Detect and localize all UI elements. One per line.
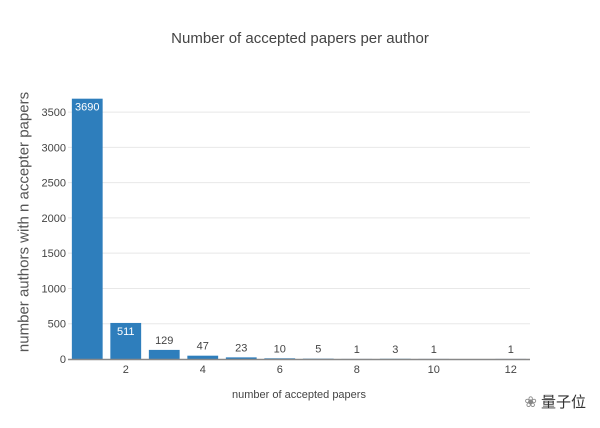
x-tick-label: 2 — [123, 364, 129, 376]
bar — [264, 358, 296, 359]
watermark: ❀ 量子位 — [524, 391, 586, 412]
y-tick-label: 0 — [60, 354, 66, 366]
data-label: 1 — [354, 344, 360, 356]
bar — [148, 349, 180, 359]
y-tick-label: 2500 — [42, 178, 66, 190]
bar — [110, 322, 142, 359]
y-tick-label: 1500 — [42, 248, 66, 260]
bar — [225, 357, 257, 359]
x-tick-label: 8 — [354, 364, 360, 376]
y-tick-label: 3000 — [42, 142, 66, 154]
x-tick-label: 10 — [428, 364, 440, 376]
data-label: 129 — [155, 335, 173, 347]
y-tick-label: 500 — [48, 319, 66, 331]
data-label: 1 — [431, 344, 437, 356]
x-tick-label: 6 — [277, 364, 283, 376]
y-tick-label: 2000 — [42, 213, 66, 225]
y-tick-label: 3500 — [42, 107, 66, 119]
data-label: 23 — [235, 342, 247, 354]
chart-title: Number of accepted papers per author — [171, 30, 429, 47]
data-label: 511 — [117, 326, 135, 338]
x-axis-label: number of accepted papers — [232, 389, 366, 401]
x-tick-label: 4 — [200, 364, 206, 376]
data-label: 47 — [197, 341, 209, 353]
x-tick-label: 12 — [505, 364, 517, 376]
wechat-icon: ❀ — [524, 393, 537, 411]
bar — [187, 355, 219, 359]
data-label: 5 — [315, 344, 321, 356]
data-label: 3 — [392, 344, 398, 356]
watermark-text: 量子位 — [540, 394, 586, 411]
data-label: 3690 — [75, 102, 99, 114]
data-label: 1 — [508, 344, 514, 356]
y-tick-label: 1000 — [42, 283, 66, 295]
data-label: 10 — [274, 343, 286, 355]
bar — [71, 98, 103, 360]
